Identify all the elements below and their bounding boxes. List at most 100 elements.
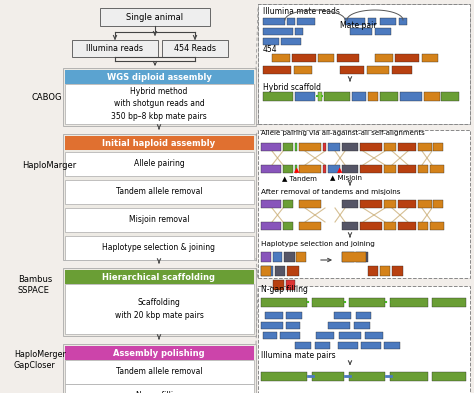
Bar	[422, 54, 438, 62]
Bar	[275, 266, 285, 276]
Text: Tandem allele removal: Tandem allele removal	[116, 187, 202, 196]
Bar	[292, 54, 316, 62]
Text: Allele pairing via all-against-all self-alignments: Allele pairing via all-against-all self-…	[261, 130, 425, 136]
Text: Illumina mate pairs: Illumina mate pairs	[261, 351, 336, 360]
Bar	[63, 134, 256, 260]
Bar	[65, 346, 254, 360]
Bar	[162, 40, 228, 57]
Bar	[65, 236, 254, 260]
Bar	[65, 84, 254, 124]
Bar	[390, 372, 428, 381]
Bar	[258, 130, 470, 278]
Bar	[273, 280, 284, 290]
Bar	[384, 200, 396, 208]
Bar	[384, 165, 396, 173]
Bar	[418, 143, 432, 151]
Bar	[258, 4, 470, 124]
Bar	[65, 360, 254, 384]
Text: Allele pairing: Allele pairing	[134, 160, 184, 169]
Bar	[283, 200, 293, 208]
Bar	[399, 18, 407, 25]
Bar	[273, 252, 282, 262]
Bar	[424, 92, 440, 101]
Bar	[342, 252, 366, 262]
Bar	[281, 38, 301, 45]
Bar	[297, 18, 315, 25]
Bar	[384, 222, 396, 230]
Bar	[339, 332, 361, 339]
Bar	[338, 342, 358, 349]
Bar	[65, 270, 254, 284]
Bar	[261, 266, 273, 276]
Bar	[72, 40, 158, 57]
Bar	[299, 222, 321, 230]
Bar	[286, 312, 302, 319]
Bar	[258, 286, 470, 393]
Bar	[283, 165, 293, 173]
Text: After removal of tandems and misjoins: After removal of tandems and misjoins	[261, 189, 401, 195]
Bar	[354, 322, 370, 329]
Bar	[263, 18, 285, 25]
Bar	[337, 54, 359, 62]
Text: ▲: ▲	[294, 167, 300, 173]
Text: HaploMerger
GapCloser: HaploMerger GapCloser	[14, 350, 66, 370]
Bar	[430, 165, 444, 173]
Text: Tandem allele removal: Tandem allele removal	[116, 367, 202, 376]
Bar	[361, 342, 381, 349]
Bar	[342, 252, 354, 262]
Bar	[418, 200, 432, 208]
Bar	[296, 252, 306, 262]
Text: Assembly polishing: Assembly polishing	[113, 349, 205, 358]
Text: Single animal: Single animal	[127, 13, 183, 22]
Bar	[375, 54, 393, 62]
Bar	[400, 92, 422, 101]
Bar	[263, 28, 293, 35]
Bar	[324, 92, 350, 101]
Bar	[261, 252, 271, 262]
Bar	[294, 66, 312, 74]
Text: Haplotype selection & joining: Haplotype selection & joining	[102, 244, 216, 252]
Bar	[398, 200, 416, 208]
Text: Initial haploid assembly: Initial haploid assembly	[102, 138, 216, 147]
Bar	[398, 165, 416, 173]
Bar	[328, 165, 340, 173]
Bar	[345, 18, 365, 25]
Bar	[384, 143, 396, 151]
Text: Haplotype selection and joining: Haplotype selection and joining	[261, 241, 375, 247]
Text: N-gap filling: N-gap filling	[136, 391, 182, 393]
Bar	[352, 92, 366, 101]
Bar	[299, 200, 321, 208]
Bar	[384, 342, 400, 349]
Bar	[63, 68, 256, 126]
Bar	[342, 165, 358, 173]
Bar	[398, 222, 416, 230]
Bar	[65, 152, 254, 176]
Bar	[360, 200, 382, 208]
Bar	[295, 28, 303, 35]
Bar	[263, 332, 277, 339]
Bar	[433, 143, 443, 151]
Bar	[286, 280, 295, 290]
Bar	[283, 143, 293, 151]
Bar	[392, 266, 403, 276]
Bar	[280, 332, 300, 339]
Bar	[390, 298, 428, 307]
Text: Mate pair: Mate pair	[340, 20, 376, 29]
Bar	[316, 332, 334, 339]
Bar	[323, 143, 326, 151]
Text: Illumina reads: Illumina reads	[86, 44, 144, 53]
Text: ▲ Tandem: ▲ Tandem	[282, 175, 317, 181]
Bar	[432, 372, 466, 381]
Bar	[261, 200, 281, 208]
Bar	[349, 372, 385, 381]
Bar	[433, 200, 443, 208]
Bar	[334, 312, 351, 319]
Text: Hybrid scaffold: Hybrid scaffold	[263, 83, 321, 92]
Bar	[380, 266, 390, 276]
Text: ▲: ▲	[337, 167, 343, 173]
Bar	[430, 222, 444, 230]
Bar	[418, 165, 428, 173]
Bar	[287, 18, 295, 25]
Bar	[312, 372, 344, 381]
Bar	[375, 28, 391, 35]
